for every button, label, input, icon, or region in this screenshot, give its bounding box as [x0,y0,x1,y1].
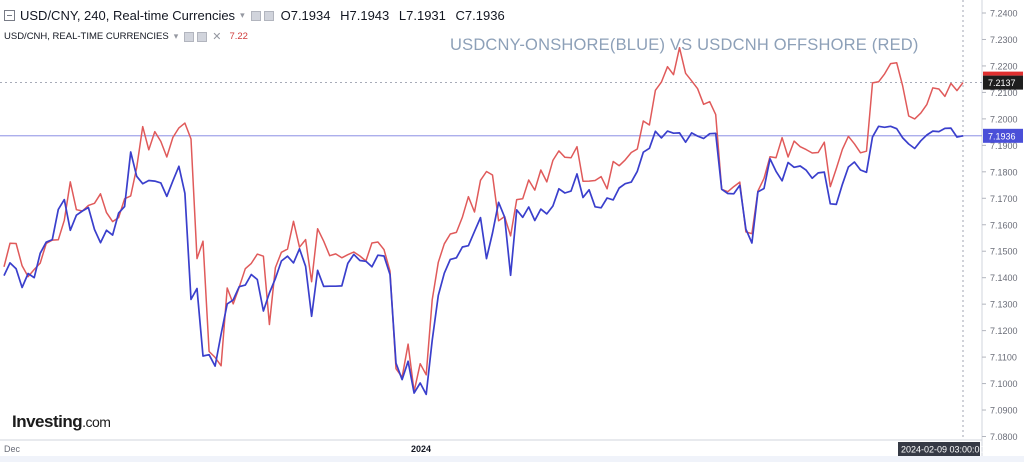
settings-icon[interactable] [250,10,261,21]
chart-caption: USDCNY-ONSHORE(BLUE) VS USDCNH OFFSHORE … [450,36,919,54]
ohlc-readout: O7.1934 H7.1943 L7.1931 C7.1936 [281,8,511,23]
chart-grid [0,0,983,456]
compare-value: 7.22 [229,31,248,42]
high-label: H [340,8,350,23]
price-tick-label: 7.1700 [990,194,1018,204]
price-tick-label: 7.1900 [990,141,1018,151]
onshore-last-tag: 7.1936 [988,131,1016,141]
price-tick-label: 7.1600 [990,220,1018,230]
price-tick-label: 7.2100 [990,88,1018,98]
price-tick-label: 7.0800 [990,432,1018,442]
price-tick-label: 7.2400 [990,9,1018,19]
open-label: O [280,8,291,23]
brand-name: Investing [12,412,83,431]
time-label-dec: Dec [4,444,21,454]
price-tick-label: 7.1400 [990,273,1018,283]
settings-icon[interactable] [184,31,195,42]
investing-logo: Investing.com [12,412,111,432]
crosshair-time-tag: 2024-02-09 03:00:00 [901,445,985,455]
time-axis: Dec 2024 2024-02-09 03:00:00 [4,442,985,456]
close-value: 7.1936 [464,8,505,23]
chart-header: USD/CNY, 240, Real-time Currencies ▾ O7.… [4,8,511,23]
price-tick-label: 7.1100 [990,353,1017,363]
onshore-last-tag-bg [983,128,1023,143]
price-tick-label: 7.1800 [990,167,1018,177]
price-tick-label: 7.2200 [990,61,1018,71]
open-value: 7.1934 [290,8,331,23]
chevron-down-icon[interactable]: ▾ [173,31,179,41]
price-tick-label: 7.1200 [990,326,1018,336]
collapse-icon[interactable] [4,10,15,21]
offshore-last-tag-bg [983,75,1023,90]
price-tick-label: 7.1000 [990,379,1018,389]
crosshair-time-tag-bg [898,442,980,456]
compare-symbol[interactable]: USD/CNH, REAL-TIME CURRENCIES [4,31,169,42]
onshore-line [3,125,964,396]
offshore-line [3,46,964,393]
toolbar-strip [0,456,1024,462]
eye-icon[interactable] [263,10,274,21]
price-tick-label: 7.1300 [990,300,1018,310]
price-tick-label: 7.2000 [990,114,1018,124]
compare-header: USD/CNH, REAL-TIME CURRENCIES ▾ ✕ 7.22 [4,30,248,43]
close-icon[interactable]: ✕ [212,31,222,43]
price-tick-label: 7.1500 [990,247,1018,257]
price-axis: 7.2400 7.2300 7.2200 7.2100 7.2000 7.1900 7.18… [982,9,1023,442]
price-tick-label: 7.2300 [990,35,1018,45]
offshore-marker [983,71,1023,76]
low-label: L [398,8,407,23]
symbol-title[interactable]: USD/CNY, 240, Real-time Currencies [20,8,236,23]
series-lines [3,46,964,396]
offshore-last-tag: 7.2137 [988,78,1016,88]
close-label: C [455,8,465,23]
high-value: 7.1943 [349,8,390,23]
brand-suffix: .com [82,414,111,430]
low-value: 7.1931 [406,8,446,23]
eye-icon[interactable] [197,31,208,42]
chevron-down-icon[interactable]: ▾ [240,10,245,20]
price-tick-label: 7.0900 [990,406,1018,416]
time-label-year: 2024 [411,444,431,454]
